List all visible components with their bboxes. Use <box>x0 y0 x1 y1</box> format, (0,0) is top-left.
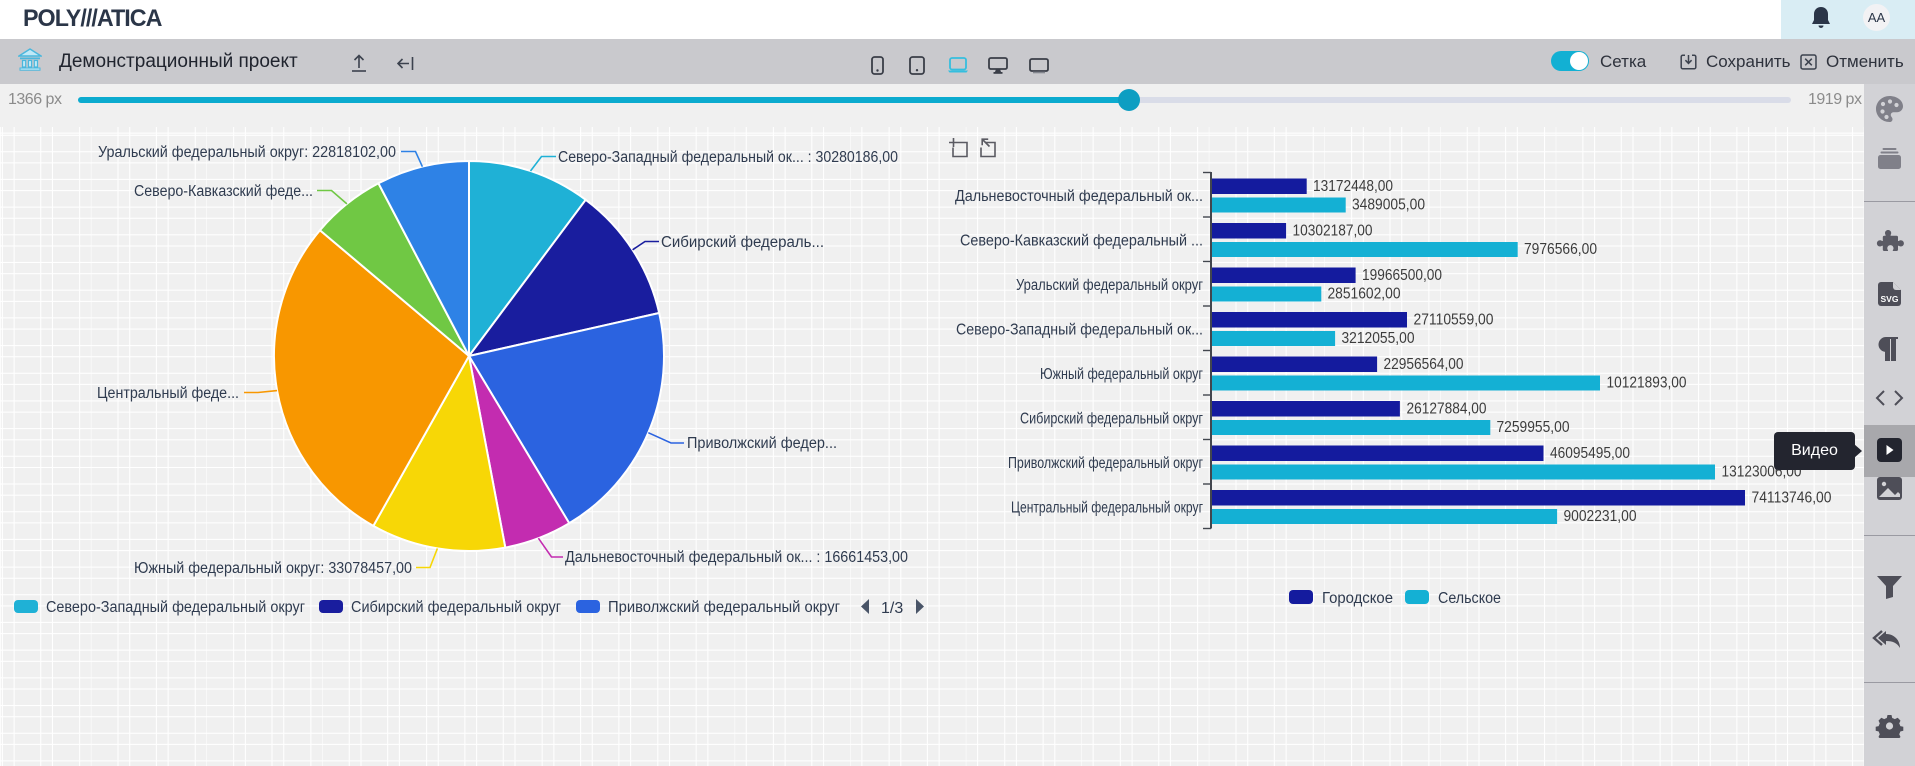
svg-text:26127884,00: 26127884,00 <box>1407 401 1487 418</box>
svg-text:Северо-Западный федеральный ок: Северо-Западный федеральный округ <box>46 599 305 616</box>
svg-text:10302187,00: 10302187,00 <box>1293 223 1373 240</box>
svg-text:46095495,00: 46095495,00 <box>1550 445 1630 462</box>
svg-text:Сельское: Сельское <box>1438 590 1501 607</box>
svg-text:19966500,00: 19966500,00 <box>1362 267 1442 284</box>
svg-text:Сибирский федеральный округ: Сибирский федеральный округ <box>351 599 561 616</box>
svg-text:Приволжский федеральный округ: Приволжский федеральный округ <box>1008 455 1203 472</box>
svg-text:9002231,00: 9002231,00 <box>1564 508 1637 525</box>
svg-text:Сибирский федераль...: Сибирский федераль... <box>661 234 824 251</box>
svg-text:74113746,00: 74113746,00 <box>1752 490 1832 507</box>
svg-text:Дальневосточный федеральный ок: Дальневосточный федеральный ок... : 1666… <box>565 549 908 566</box>
svg-text:2851602,00: 2851602,00 <box>1328 286 1401 303</box>
svg-text:Центральный феде...: Центральный феде... <box>97 385 239 402</box>
svg-text:Южный федеральный округ: 33078: Южный федеральный округ: 33078457,00 <box>134 560 412 577</box>
svg-text:7259955,00: 7259955,00 <box>1497 419 1570 436</box>
svg-text:Приволжский федер...: Приволжский федер... <box>687 435 837 452</box>
svg-text:27110559,00: 27110559,00 <box>1414 312 1494 329</box>
svg-text:13172448,00: 13172448,00 <box>1313 178 1393 195</box>
svg-text:Южный федеральный округ: Южный федеральный округ <box>1040 366 1203 383</box>
svg-text:10121893,00: 10121893,00 <box>1607 375 1687 392</box>
svg-text:Северо-Западный федеральный ок: Северо-Западный федеральный ок... : 3028… <box>558 149 898 166</box>
svg-text:Дальневосточный федеральный ок: Дальневосточный федеральный ок... <box>955 188 1203 205</box>
svg-text:3489005,00: 3489005,00 <box>1352 197 1425 214</box>
svg-text:1/3: 1/3 <box>881 600 903 617</box>
svg-text:Уральский федеральный округ: Уральский федеральный округ <box>1016 277 1203 294</box>
svg-text:Городское: Городское <box>1322 590 1393 607</box>
svg-text:Северо-Кавказский федеральный: Северо-Кавказский федеральный ... <box>960 233 1203 250</box>
svg-text:SVG: SVG <box>1881 294 1899 304</box>
svg-text:22956564,00: 22956564,00 <box>1384 356 1464 373</box>
svg-text:Уральский федеральный округ: 2: Уральский федеральный округ: 22818102,00 <box>98 144 396 161</box>
svg-text:Приволжский федеральный округ: Приволжский федеральный округ <box>608 599 840 616</box>
svg-text:7976566,00: 7976566,00 <box>1524 241 1597 258</box>
svg-text:Северо-Западный федеральный ок: Северо-Западный федеральный ок... <box>956 322 1203 339</box>
svg-text:Северо-Кавказский феде...: Северо-Кавказский феде... <box>134 183 313 200</box>
svg-text:Центральный федеральный округ: Центральный федеральный округ <box>1011 500 1203 517</box>
svg-text:Сибирский федеральный округ: Сибирский федеральный округ <box>1020 411 1203 428</box>
svg-text:3212055,00: 3212055,00 <box>1342 330 1415 347</box>
